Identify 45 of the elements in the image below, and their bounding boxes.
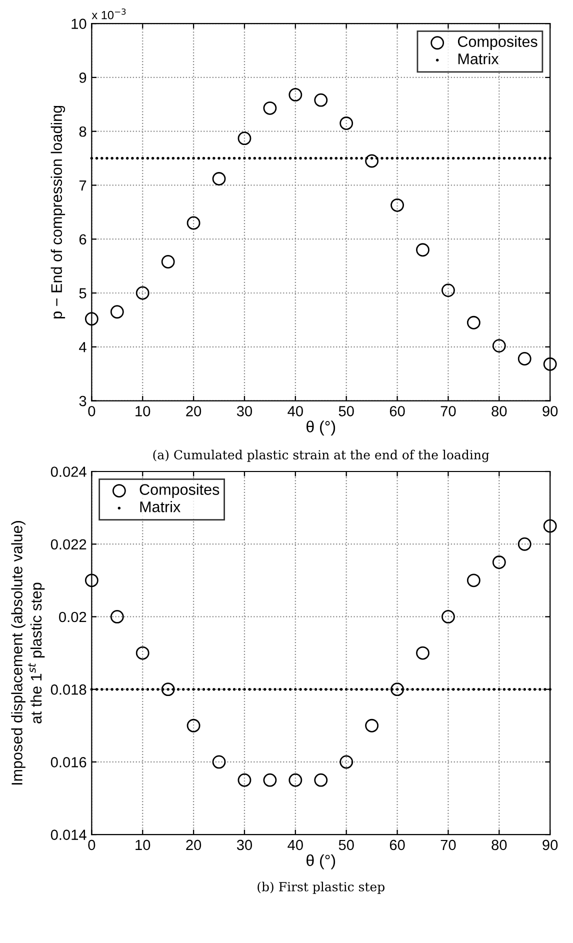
x-axis-title: θ (°) bbox=[306, 854, 336, 870]
legend-label: Matrix bbox=[458, 53, 499, 64]
y-tick-label: 0.02 bbox=[59, 612, 86, 622]
x-tick-label: 50 bbox=[338, 406, 354, 416]
x-tick-label: 0 bbox=[88, 406, 96, 416]
x-tick-label: 20 bbox=[186, 840, 202, 850]
y-tick-label: 5 bbox=[79, 288, 86, 298]
x-tick-label: 70 bbox=[440, 840, 456, 850]
x-tick-label: 50 bbox=[338, 840, 354, 850]
x-tick-label: 40 bbox=[288, 840, 303, 850]
x-tick-label: 40 bbox=[288, 406, 303, 416]
x-tick-label: 80 bbox=[492, 406, 507, 416]
x-tick-label: 30 bbox=[236, 840, 252, 850]
x-axis-title: θ (°) bbox=[306, 420, 336, 436]
y-tick-label: 0.014 bbox=[50, 830, 86, 840]
y-tick-label: 0.024 bbox=[50, 466, 86, 477]
y-axis-title: p − End of compression loading bbox=[50, 106, 66, 318]
y-tick-label: 8 bbox=[79, 126, 86, 137]
y-tick-label: 0.018 bbox=[50, 684, 86, 695]
text: (b) First plastic step bbox=[258, 882, 384, 894]
x-tick-label: 60 bbox=[390, 840, 405, 850]
text: (a) Cumulated plastic strain at the end of the loading bbox=[153, 450, 490, 462]
x-tick-label: 0 bbox=[88, 840, 96, 850]
legend-label: Matrix bbox=[140, 501, 180, 512]
y-tick-label: 6 bbox=[79, 234, 86, 245]
y-axis-title: Imposed displacement (absolute value) at the 1$^{st}$ plastic step bbox=[11, 521, 45, 785]
x-tick-label: 60 bbox=[390, 406, 405, 416]
y-tick-label: 4 bbox=[79, 342, 86, 352]
x-tick-label: 20 bbox=[186, 406, 202, 416]
x-tick-label: 30 bbox=[236, 406, 252, 416]
y-tick-label: 0.016 bbox=[50, 757, 86, 768]
y-tick-label: 7 bbox=[79, 180, 86, 191]
x-tick-label: 70 bbox=[440, 406, 456, 416]
x-tick-label: 90 bbox=[542, 406, 558, 416]
y-tick-label: 3 bbox=[79, 396, 86, 406]
text: x 10$^{−3}$ bbox=[92, 8, 126, 20]
y-tick-label: 9 bbox=[79, 72, 86, 83]
x-tick-label: 10 bbox=[136, 406, 150, 416]
x-tick-label: 90 bbox=[542, 840, 558, 850]
legend-label: Composites bbox=[458, 36, 538, 50]
y-tick-label: 10 bbox=[72, 18, 86, 30]
x-tick-label: 10 bbox=[136, 840, 150, 850]
y-tick-label: 0.022 bbox=[50, 539, 86, 550]
x-tick-label: 80 bbox=[492, 840, 507, 850]
legend-label: Composites bbox=[140, 484, 220, 498]
